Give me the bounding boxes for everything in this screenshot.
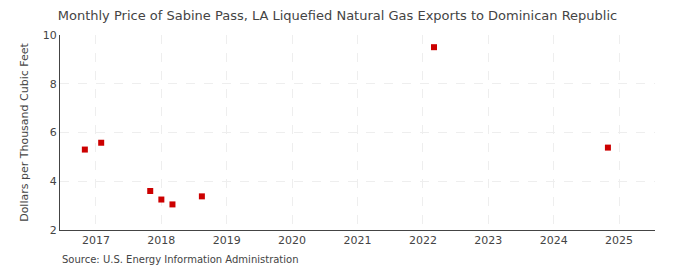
svg-text:2: 2 bbox=[50, 224, 57, 237]
svg-text:4: 4 bbox=[50, 175, 57, 188]
svg-text:2021: 2021 bbox=[344, 234, 372, 247]
svg-text:6: 6 bbox=[50, 126, 57, 139]
svg-text:Dollars per Thousand Cubic Fee: Dollars per Thousand Cubic Feet bbox=[18, 42, 31, 221]
svg-text:2018: 2018 bbox=[147, 234, 175, 247]
svg-text:2022: 2022 bbox=[409, 234, 437, 247]
svg-text:10: 10 bbox=[43, 29, 57, 42]
svg-text:2024: 2024 bbox=[540, 234, 568, 247]
svg-text:Source: U.S. Energy Informatio: Source: U.S. Energy Information Administ… bbox=[62, 254, 299, 265]
svg-text:2025: 2025 bbox=[605, 234, 633, 247]
svg-text:2023: 2023 bbox=[474, 234, 502, 247]
svg-text:2020: 2020 bbox=[278, 234, 306, 247]
svg-text:2017: 2017 bbox=[82, 234, 110, 247]
svg-text:8: 8 bbox=[50, 78, 57, 91]
svg-text:Monthly Price of Sabine Pass,: Monthly Price of Sabine Pass, LA Liquefi… bbox=[58, 8, 617, 23]
svg-text:2019: 2019 bbox=[213, 234, 241, 247]
